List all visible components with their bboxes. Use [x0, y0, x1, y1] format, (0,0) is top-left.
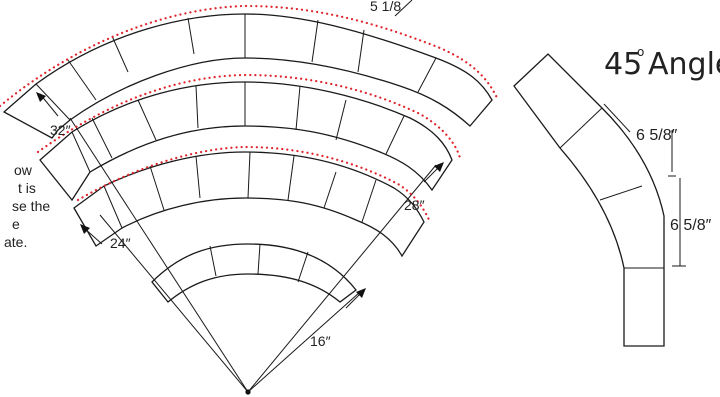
angle-title-degree: o	[637, 45, 644, 59]
top-dimension-label: 5 1/8	[370, 0, 401, 14]
radius-label-16: 16″	[310, 333, 331, 349]
side-text-line-5: ate.	[4, 234, 27, 250]
angle-dim-lower: 6 5/8″	[670, 217, 712, 234]
radius-label-24: 24″	[110, 235, 131, 251]
angle-title-number: 45	[604, 47, 642, 82]
angle-title-word: Angle	[648, 47, 720, 82]
angle-dim-upper: 6 5/8″	[636, 127, 678, 144]
side-text-line-1: ow	[14, 162, 33, 178]
sectional-row-16	[151, 243, 357, 303]
side-text-line-3: se the	[12, 198, 50, 214]
dimension-arrows	[36, 92, 444, 309]
angle-view: 45 o Angle 6 5/8″ 6 5/8″	[513, 45, 720, 347]
radius-label-32: 32″	[50, 122, 71, 138]
sectional-row-28	[36, 73, 462, 202]
sectional-row-24	[73, 145, 432, 258]
sectional-row-32: 5 1/8	[0, 0, 500, 139]
side-text: ow t is se the e ate.	[4, 162, 50, 250]
side-text-line-2: t is	[18, 180, 36, 196]
radial-guides	[69, 117, 437, 395]
side-text-line-4: e	[12, 216, 20, 232]
radius-label-28: 28″	[404, 197, 425, 213]
